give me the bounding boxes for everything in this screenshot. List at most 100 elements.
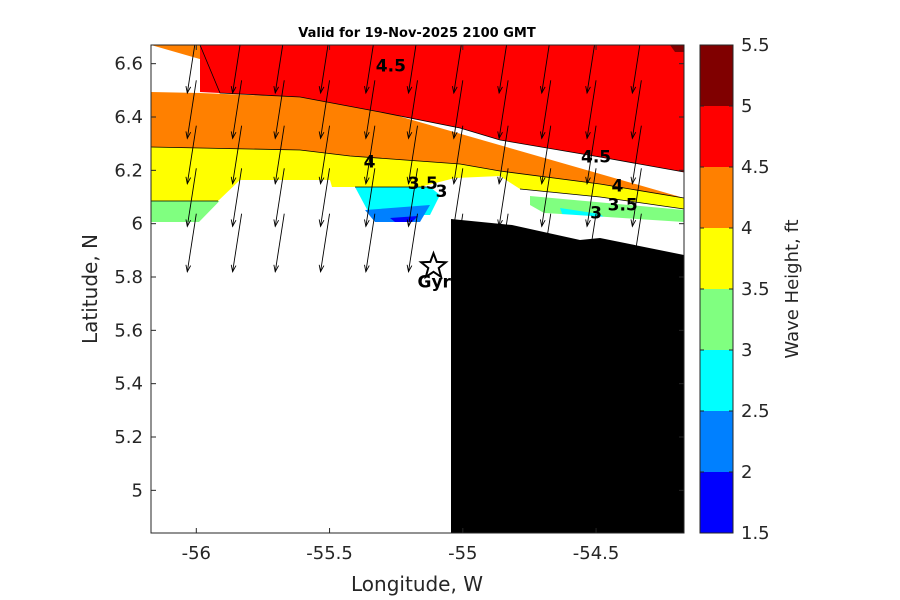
wind-arrow xyxy=(498,125,509,184)
wind-arrow xyxy=(274,80,285,139)
wind-arrow-head xyxy=(364,131,370,140)
wind-arrow-head xyxy=(273,86,280,95)
wind-arrow xyxy=(408,168,418,227)
wind-arrow xyxy=(320,125,330,184)
wind-arrow xyxy=(274,213,285,272)
wind-arrow xyxy=(186,213,197,272)
wind-arrow-head xyxy=(364,264,370,273)
contour-label: 3 xyxy=(436,182,448,202)
wind-arrow xyxy=(232,168,243,227)
wind-arrow-head xyxy=(185,86,192,95)
wind-arrow xyxy=(186,125,197,184)
wind-arrow xyxy=(541,125,552,184)
x-tick-label: -56 xyxy=(182,543,211,564)
wind-arrow xyxy=(320,45,329,94)
wind-arrow xyxy=(186,168,197,227)
wind-arrow xyxy=(453,45,462,94)
x-axis: -56 -55.5 -55 -54.5 xyxy=(182,45,619,564)
wind-arrow xyxy=(274,168,285,227)
wind-arrow xyxy=(586,168,597,227)
contour-label: 4.5 xyxy=(581,147,611,167)
wind-arrow-head xyxy=(451,131,458,140)
contour-label: 4.5 xyxy=(376,57,406,77)
wind-arrow xyxy=(408,80,418,139)
wind-arrow xyxy=(631,45,641,94)
y-tick-label: 6.2 xyxy=(114,160,143,181)
wind-arrow xyxy=(498,168,509,227)
wind-arrow xyxy=(320,168,330,227)
wind-arrow-head xyxy=(585,131,591,140)
wind-arrow-head xyxy=(273,219,280,228)
wind-arrow-head xyxy=(230,86,237,95)
colorbar-swatch xyxy=(700,472,733,533)
wind-arrow-head xyxy=(230,176,237,185)
wind-arrow xyxy=(498,45,508,94)
wind-arrow xyxy=(586,213,597,272)
contour-label: 4 xyxy=(611,177,623,197)
colorbar: 1.5 2 2.5 3 3.5 4 4.5 5 5.5 xyxy=(699,35,770,544)
wind-arrow-head xyxy=(497,264,503,273)
wind-arrow-head xyxy=(539,176,546,185)
wind-arrow xyxy=(631,213,642,272)
wind-arrow xyxy=(232,125,243,184)
wind-arrow-head xyxy=(230,131,237,140)
colorbar-tick-label: 3 xyxy=(741,340,752,361)
wind-arrow-head xyxy=(451,176,458,185)
wind-arrow xyxy=(320,80,330,139)
wind-arrow-head xyxy=(230,264,237,273)
wind-arrow-head xyxy=(406,86,413,95)
wind-arrow-head xyxy=(318,176,325,185)
wind-arrow-head xyxy=(185,131,192,140)
wind-arrow-head xyxy=(539,86,546,95)
y-tick-label: 5.6 xyxy=(114,320,143,341)
wind-arrow xyxy=(365,80,376,139)
wind-arrow-head xyxy=(630,264,637,273)
wind-arrow-head xyxy=(364,219,370,228)
wind-arrow-head xyxy=(185,264,192,273)
wind-arrow-head xyxy=(406,219,413,228)
wind-arrow-head xyxy=(497,131,503,140)
wind-arrow-head xyxy=(273,131,280,140)
wind-arrow xyxy=(408,213,418,272)
colorbar-swatch xyxy=(700,167,733,228)
wind-arrow xyxy=(541,168,552,227)
y-tick-label: 5.4 xyxy=(114,374,143,395)
wind-arrow-head xyxy=(406,131,413,140)
contour-line-4.5 xyxy=(199,45,684,173)
y-axis-label: Latitude, N xyxy=(78,234,102,344)
wind-arrow xyxy=(320,213,330,272)
wind-arrow-head xyxy=(406,264,413,273)
colorbar-swatch xyxy=(700,45,733,106)
wind-arrow-head xyxy=(630,131,637,140)
y-tick-label: 6 xyxy=(132,214,143,235)
y-axis: 5 5.2 5.4 5.6 5.8 6 6.2 6.4 6.6 xyxy=(114,54,684,501)
wind-arrow-head xyxy=(451,219,458,228)
colorbar-tick-label: 4 xyxy=(741,218,752,239)
colorbar-swatch xyxy=(700,106,733,167)
wind-arrow-head xyxy=(539,219,546,228)
wind-arrow-head xyxy=(497,219,503,228)
wind-arrow-head xyxy=(318,86,325,95)
wind-arrow xyxy=(365,125,376,184)
wind-arrow-head xyxy=(318,131,325,140)
wind-arrow-head xyxy=(230,219,237,228)
wind-arrow-head xyxy=(273,264,280,273)
wind-arrow-head xyxy=(185,219,192,228)
x-axis-label: Longitude, W xyxy=(351,572,483,596)
wind-arrow-head xyxy=(497,176,503,185)
wind-arrow xyxy=(498,213,509,272)
x-tick-label: -55.5 xyxy=(306,543,353,564)
wind-arrow-head xyxy=(497,86,503,95)
wind-arrow-head xyxy=(273,176,280,185)
wind-arrow-head xyxy=(318,219,325,228)
wind-arrow xyxy=(365,213,376,272)
band-1.5-2 xyxy=(390,216,418,222)
wind-arrow xyxy=(408,125,418,184)
y-tick-label: 6.4 xyxy=(114,107,143,128)
colorbar-label: Wave Height, ft xyxy=(782,219,803,358)
wind-arrow-head xyxy=(630,176,637,185)
colorbar-tick-label: 4.5 xyxy=(741,157,770,178)
colorbar-tick-label: 5.5 xyxy=(741,35,770,56)
